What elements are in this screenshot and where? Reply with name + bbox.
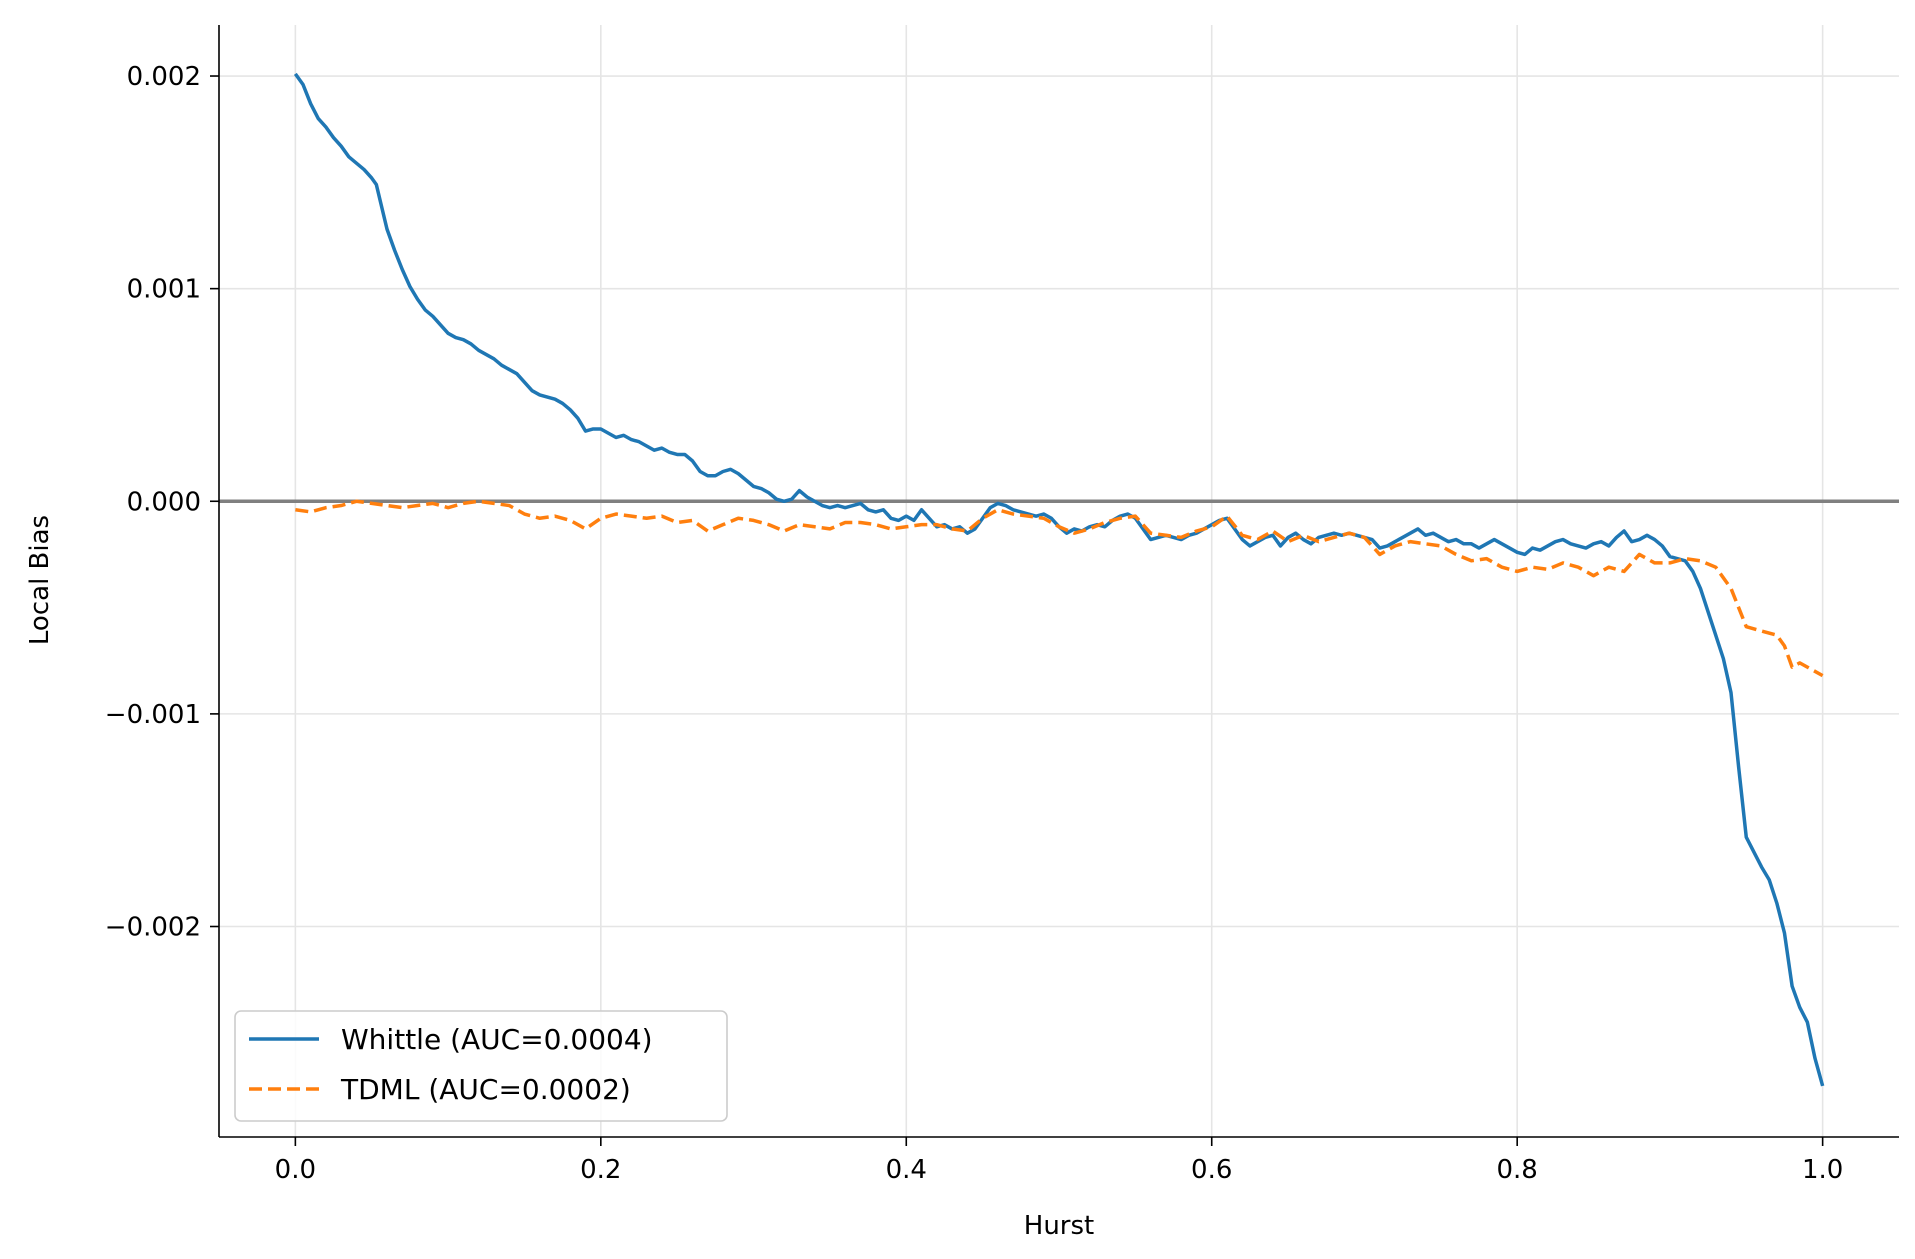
legend-label-whittle: Whittle (AUC=0.0004): [341, 1023, 653, 1056]
series-line-tdml: [295, 499, 1824, 678]
x-axis-label: Hurst: [1024, 1211, 1094, 1241]
x-tick-label: 1.0: [1802, 1155, 1843, 1185]
x-axis-ticks: 0.0 0.2 0.4 0.6 0.8 1.0: [275, 1137, 1843, 1185]
series-line-whittle: [293, 72, 1825, 1087]
y-tick-label: 0.001: [127, 275, 201, 305]
y-tick-label: −0.001: [105, 700, 201, 730]
series-layer: [293, 72, 1825, 1087]
x-tick-label: 0.6: [1191, 1155, 1232, 1185]
legend: Whittle (AUC=0.0004) TDML (AUC=0.0002): [234, 1010, 728, 1122]
y-tick-label: 0.002: [127, 62, 201, 92]
y-axis-ticks: 0.002 0.001 0.000 −0.001 −0.002: [105, 62, 219, 943]
y-tick-label: −0.002: [105, 913, 201, 943]
legend-label-tdml: TDML (AUC=0.0002): [340, 1073, 631, 1106]
x-tick-label: 0.0: [275, 1155, 316, 1185]
y-axis-label: Local Bias: [25, 515, 55, 645]
x-tick-label: 0.8: [1497, 1155, 1538, 1185]
x-tick-label: 0.2: [580, 1155, 621, 1185]
y-tick-label: 0.000: [127, 487, 201, 517]
legend-box: [234, 1010, 728, 1122]
x-tick-label: 0.4: [886, 1155, 927, 1185]
